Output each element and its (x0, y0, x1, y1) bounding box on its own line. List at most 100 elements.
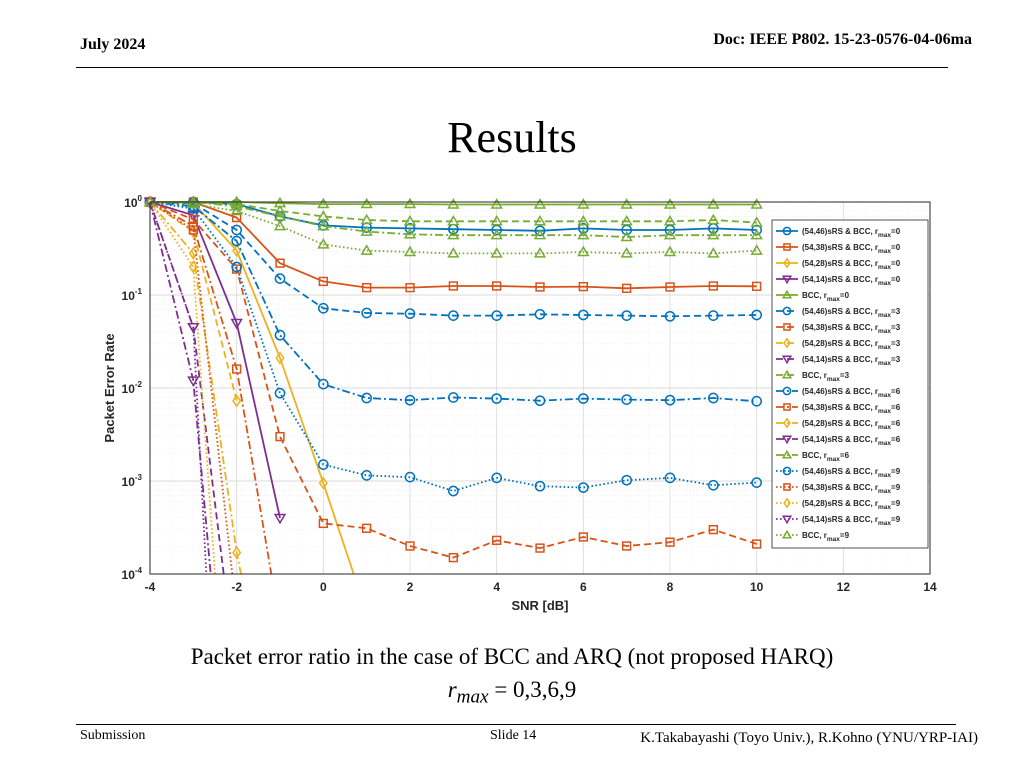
marker-diamond (783, 497, 791, 509)
series-path (149, 201, 757, 318)
marker-diamond (783, 257, 791, 269)
footer-slide-number: Slide 14 (490, 728, 537, 743)
marker-circle (317, 378, 329, 390)
footer-divider (76, 724, 956, 725)
marker-triangle-up (750, 244, 763, 255)
marker-circle (751, 477, 763, 488)
marker-triangle-up (403, 245, 417, 257)
marker-circle (361, 307, 373, 319)
legend-label: (54,38)sRS & BCC, rmax=9 (802, 483, 901, 495)
legend-entry: (54,38)sRS & BCC, rmax=6 (776, 403, 901, 415)
marker-triangle-up (750, 228, 763, 240)
legend-entry: (54,28)sRS & BCC, rmax=6 (776, 417, 901, 431)
legend-label: (54,46)sRS & BCC, rmax=6 (802, 387, 901, 399)
marker-square (188, 225, 198, 235)
series-path (150, 201, 757, 290)
marker-square (535, 282, 545, 292)
marker-triangle-up (447, 228, 460, 240)
marker-triangle-down (781, 275, 793, 285)
marker-circle (361, 470, 373, 481)
marker-circle (274, 387, 286, 399)
y-tick-label: 10-2 (122, 380, 143, 396)
marker-circle (751, 395, 763, 407)
legend-entry: (54,38)sRS & BCC, rmax=9 (776, 483, 901, 495)
legend-label: BCC, rmax=0 (802, 291, 850, 303)
marker-square (783, 403, 791, 411)
legend-entry: (54,14)sRS & BCC, rmax=9 (776, 515, 901, 527)
marker-triangle-down (273, 513, 287, 525)
marker-triangle-up (187, 197, 200, 209)
marker-circle (317, 302, 329, 314)
legend-label: (54,46)sRS & BCC, rmax=9 (802, 467, 901, 479)
formula-subscript: max (456, 686, 489, 708)
marker-circle (274, 329, 286, 341)
legend-label: (54,38)sRS & BCC, rmax=3 (802, 323, 901, 335)
series-path (149, 201, 757, 403)
marker-circle (187, 203, 199, 214)
x-tick-label: 2 (407, 580, 414, 594)
series-line-orange-solid (145, 197, 762, 293)
header-date: July 2024 (80, 36, 146, 53)
legend-label: (54,38)sRS & BCC, rmax=6 (802, 403, 901, 415)
marker-triangle-up (781, 289, 793, 299)
x-tick-label: -2 (231, 580, 242, 594)
marker-triangle-up (273, 219, 287, 231)
marker-triangle-up (490, 228, 503, 240)
marker-triangle-up (620, 247, 633, 258)
marker-triangle-up (317, 197, 330, 209)
marker-circle (577, 309, 589, 321)
y-tick-label: 10-1 (122, 287, 143, 303)
marker-triangle-up (750, 198, 763, 209)
legend-label: (54,38)sRS & BCC, rmax=0 (802, 243, 901, 255)
legend-label: (54,46)sRS & BCC, rmax=3 (802, 307, 901, 319)
legend-box (771, 219, 929, 549)
legend-entry: (54,14)sRS & BCC, rmax=0 (776, 275, 901, 287)
legend-label: (54,14)sRS & BCC, rmax=3 (802, 355, 901, 367)
legend-label: BCC, rmax=3 (802, 371, 850, 383)
marker-triangle-up (577, 245, 590, 257)
marker-triangle-up (663, 214, 677, 226)
marker-circle (404, 308, 416, 320)
x-tick-label: 8 (667, 580, 674, 594)
legend-entry: BCC, rmax=9 (776, 529, 850, 543)
marker-triangle-up (447, 247, 460, 258)
marker-square (492, 535, 502, 546)
series-line-blue-dotted (144, 196, 763, 497)
marker-diamond (783, 417, 791, 429)
marker-circle (534, 480, 546, 492)
marker-square (188, 214, 198, 225)
marker-circle (664, 310, 676, 322)
legend-entry: (54,38)sRS & BCC, rmax=0 (776, 243, 901, 255)
marker-triangle-down (187, 376, 200, 387)
marker-triangle-up (577, 228, 590, 240)
legend-entry: (54,14)sRS & BCC, rmax=6 (776, 435, 901, 447)
marker-circle (751, 309, 763, 321)
marker-circle (404, 223, 416, 234)
legend-label: BCC, rmax=9 (802, 531, 850, 543)
marker-square (783, 243, 791, 251)
y-axis-label: Packet Error Rate (102, 333, 117, 442)
marker-triangle-up (360, 244, 373, 255)
marker-circle (534, 225, 546, 237)
marker-circle (404, 394, 416, 406)
marker-circle (664, 394, 676, 406)
marker-diamond (232, 545, 242, 560)
legend-label: (54,28)sRS & BCC, rmax=3 (802, 339, 901, 351)
marker-diamond (318, 476, 328, 490)
marker-triangle-up (533, 198, 547, 209)
marker-triangle-up (577, 214, 590, 226)
x-tick-label: 14 (923, 580, 937, 594)
marker-diamond (275, 351, 285, 365)
marker-circle (534, 308, 546, 320)
marker-triangle-up (447, 198, 460, 209)
marker-circle (782, 306, 792, 316)
marker-triangle-down (781, 515, 793, 525)
marker-circle (664, 472, 676, 484)
series-path (149, 201, 208, 575)
marker-circle (491, 393, 503, 404)
series-path (150, 201, 757, 224)
marker-square (622, 541, 632, 551)
y-tick-label: 10-3 (122, 473, 143, 489)
y-tick-label: 100 (124, 194, 142, 210)
marker-square (783, 483, 791, 491)
